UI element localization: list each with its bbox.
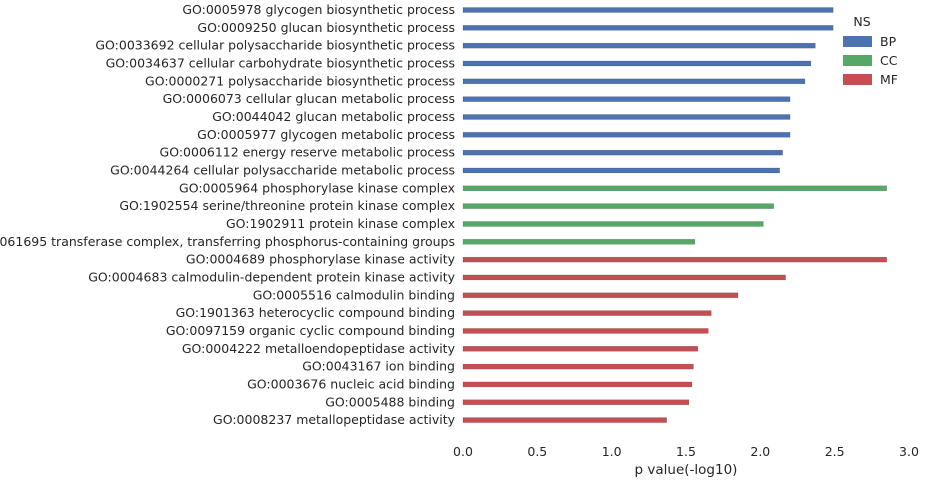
x-tick-label: 2.5 [825, 444, 845, 459]
bar-mf [462, 346, 699, 352]
bar-mf [462, 274, 786, 281]
bar-bp [462, 132, 791, 138]
category-label: GO:0006073 cellular glucan metabolic pro… [163, 91, 455, 106]
bar-bp [462, 167, 780, 174]
category-label: GO:0005516 calmodulin binding [253, 287, 455, 302]
category-label: GO:0003676 nucleic acid binding [247, 376, 455, 391]
bar-mf [462, 310, 712, 316]
bar-bp [462, 42, 816, 49]
bar-bp [462, 7, 834, 13]
x-tick-label: 2.0 [750, 444, 770, 459]
bar-mf [462, 417, 667, 423]
bar-bp [462, 60, 812, 67]
bar-mf [462, 399, 690, 406]
bar-bp [462, 114, 791, 120]
bar-bp [462, 149, 783, 156]
category-label: GO:0004222 metalloendopeptidase activity [182, 341, 456, 356]
x-tick-label: 0.0 [453, 444, 473, 459]
legend-label-cc: CC [880, 53, 898, 68]
category-label: GO:0008237 metallopeptidase activity [213, 412, 456, 427]
bar-cc [462, 221, 764, 227]
category-label: GO:0033692 cellular polysaccharide biosy… [95, 38, 455, 53]
bar-mf [462, 328, 709, 334]
category-label: GO:0061695 transferase complex, transfer… [0, 234, 455, 249]
legend-label-mf: MF [880, 72, 898, 87]
x-axis-title: p value(-log10) [635, 462, 738, 478]
bar-bp [462, 78, 806, 85]
bar-cc [462, 203, 774, 209]
bar-bp [462, 96, 791, 102]
x-tick-label: 0.5 [527, 444, 547, 459]
category-label: GO:1902554 serine/threonine protein kina… [119, 198, 455, 213]
x-tick-label: 1.0 [602, 444, 622, 459]
x-tick-label: 3.0 [899, 444, 919, 459]
category-label: GO:1902911 protein kinase complex [226, 216, 455, 231]
category-label: GO:0004683 calmodulin-dependent protein … [88, 269, 455, 284]
category-label: GO:0009250 glucan biosynthetic process [197, 20, 455, 35]
category-label: GO:0097159 organic cyclic compound bindi… [166, 323, 455, 338]
category-label: GO:1901363 heterocyclic compound binding [176, 305, 455, 320]
category-label: GO:0005488 binding [325, 394, 455, 409]
category-label: GO:0006112 energy reserve metabolic proc… [160, 145, 455, 160]
category-label: GO:0044042 glucan metabolic process [212, 109, 455, 124]
category-label: GO:0005977 glycogen metabolic process [197, 127, 455, 142]
category-label: GO:0044264 cellular polysaccharide metab… [110, 162, 455, 177]
legend-swatch-cc [843, 55, 872, 66]
legend-swatch-bp [843, 36, 872, 47]
legend-label-bp: BP [880, 34, 897, 49]
bar-cc [462, 185, 887, 192]
category-label: GO:0005964 phosphorylase kinase complex [179, 180, 455, 195]
bar-cc [462, 239, 696, 245]
category-label: GO:0034637 cellular carbohydrate biosynt… [106, 55, 455, 70]
category-label: GO:0043167 ion binding [302, 359, 455, 374]
category-label: GO:0004689 phosphorylase kinase activity [186, 252, 456, 267]
bar-mf [462, 256, 887, 263]
x-tick-label: 1.5 [676, 444, 696, 459]
legend-swatch-mf [843, 74, 872, 85]
category-label: GO:0005978 glycogen biosynthetic process [182, 2, 455, 17]
bar-mf [462, 363, 694, 370]
legend-title: NS [853, 14, 870, 29]
bar-bp [462, 25, 834, 31]
bar-mf [462, 381, 693, 388]
bar-mf [462, 292, 739, 299]
category-label: GO:0000271 polysaccharide biosynthetic p… [145, 73, 455, 88]
